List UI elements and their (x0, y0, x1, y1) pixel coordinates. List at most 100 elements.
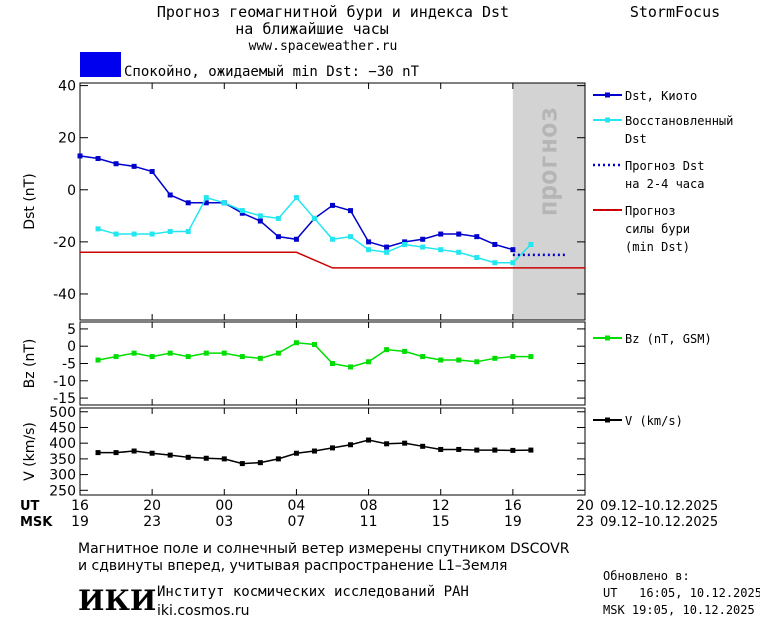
data-point (510, 247, 516, 253)
data-point (402, 440, 408, 446)
data-point (275, 456, 281, 462)
data-point (293, 195, 299, 201)
data-point (402, 239, 408, 245)
data-point (366, 239, 372, 245)
data-point (348, 442, 354, 448)
data-point (221, 350, 227, 356)
x-tick-label: 16 (71, 498, 89, 514)
data-point (95, 226, 101, 232)
data-point (149, 231, 155, 237)
data-point (167, 452, 173, 458)
data-point (384, 249, 390, 255)
data-point (330, 361, 335, 366)
data-point (528, 447, 534, 453)
y-tick-label: 400 (49, 436, 76, 452)
y-axis-label: Dst (nT) (22, 173, 38, 229)
data-point (221, 456, 227, 462)
data-point (275, 215, 281, 221)
ut-range: 09.12–10.12.2025 (600, 499, 718, 514)
y-tick-label: 5 (67, 322, 76, 338)
data-point (492, 241, 498, 247)
x-tick-label: 08 (360, 498, 378, 514)
data-point (257, 218, 263, 224)
msk-range: 09.12–10.12.2025 (600, 515, 718, 530)
data-point (330, 445, 335, 451)
data-point (95, 156, 101, 162)
data-point (203, 455, 209, 461)
legend-label: V (km/s) (625, 414, 683, 428)
x-tick-label: 11 (360, 514, 378, 530)
data-point (167, 228, 173, 234)
data-point (131, 350, 137, 356)
data-point (474, 359, 480, 365)
url: www.spaceweather.ru (249, 39, 398, 54)
data-point (492, 355, 498, 361)
data-point (366, 437, 372, 443)
data-point (113, 231, 119, 237)
msk-label: MSK (20, 515, 53, 530)
y-tick-label: 500 (49, 405, 76, 421)
data-point (420, 236, 426, 242)
data-point (456, 231, 462, 237)
status-text: Спокойно, ожидаемый min Dst: −30 nT (124, 64, 420, 80)
data-point (293, 236, 299, 242)
data-point (384, 441, 390, 447)
institute: Институт космических исследований РАН (157, 584, 469, 600)
x-tick-label: 00 (215, 498, 233, 514)
data-point (203, 195, 209, 201)
data-point (149, 354, 155, 360)
data-point (348, 364, 354, 370)
data-point (330, 202, 335, 208)
y-axis-label: V (km/s) (22, 422, 38, 481)
data-point (257, 460, 263, 466)
y-tick-label: 40 (58, 79, 76, 95)
legend-label: Прогноз силы бури (min Dst) (625, 204, 691, 254)
data-point (167, 350, 173, 356)
x-tick-label: 19 (504, 514, 522, 530)
y-tick-label: 350 (49, 452, 76, 468)
data-point (456, 357, 462, 363)
data-point (257, 355, 263, 361)
data-point (456, 249, 462, 255)
x-tick-label: 23 (143, 514, 161, 530)
x-tick-label: 07 (288, 514, 306, 530)
y-tick-label: 300 (49, 468, 76, 484)
y-tick-label: 0 (67, 339, 76, 355)
x-tick-label: 19 (71, 514, 89, 530)
data-point (311, 215, 317, 221)
data-point (366, 247, 372, 253)
data-point (293, 340, 299, 346)
data-point (239, 354, 245, 360)
y-tick-label: -15 (53, 391, 76, 407)
data-point (185, 354, 191, 360)
data-point (510, 354, 516, 360)
x-tick-label: 12 (432, 498, 450, 514)
data-point (275, 350, 281, 356)
y-tick-label: 0 (67, 183, 76, 199)
data-point (528, 241, 534, 247)
x-tick-label: 20 (576, 498, 594, 514)
data-point (438, 247, 444, 253)
y-tick-label: -10 (53, 374, 76, 390)
data-point (239, 461, 245, 467)
data-point (185, 454, 191, 460)
data-point (257, 213, 263, 219)
data-point (149, 169, 155, 175)
title: Прогноз геомагнитной бури и индекса Dst (157, 3, 509, 21)
legend-label: Восстановленный Dst (625, 114, 734, 146)
data-point (474, 254, 480, 260)
x-tick-label: 23 (576, 514, 594, 530)
updated-ut: UT 16:05, 10.12.2025 (603, 586, 760, 600)
data-point (203, 350, 209, 356)
data-point (221, 200, 227, 206)
data-point (402, 241, 408, 247)
data-point (330, 236, 335, 242)
legend-marker (605, 117, 610, 123)
footer-note: и сдвинуты вперед, учитывая распростране… (78, 558, 507, 574)
x-tick-label: 04 (288, 498, 306, 514)
x-tick-label: 20 (143, 498, 161, 514)
legend-marker (605, 335, 610, 341)
data-point (438, 357, 444, 363)
